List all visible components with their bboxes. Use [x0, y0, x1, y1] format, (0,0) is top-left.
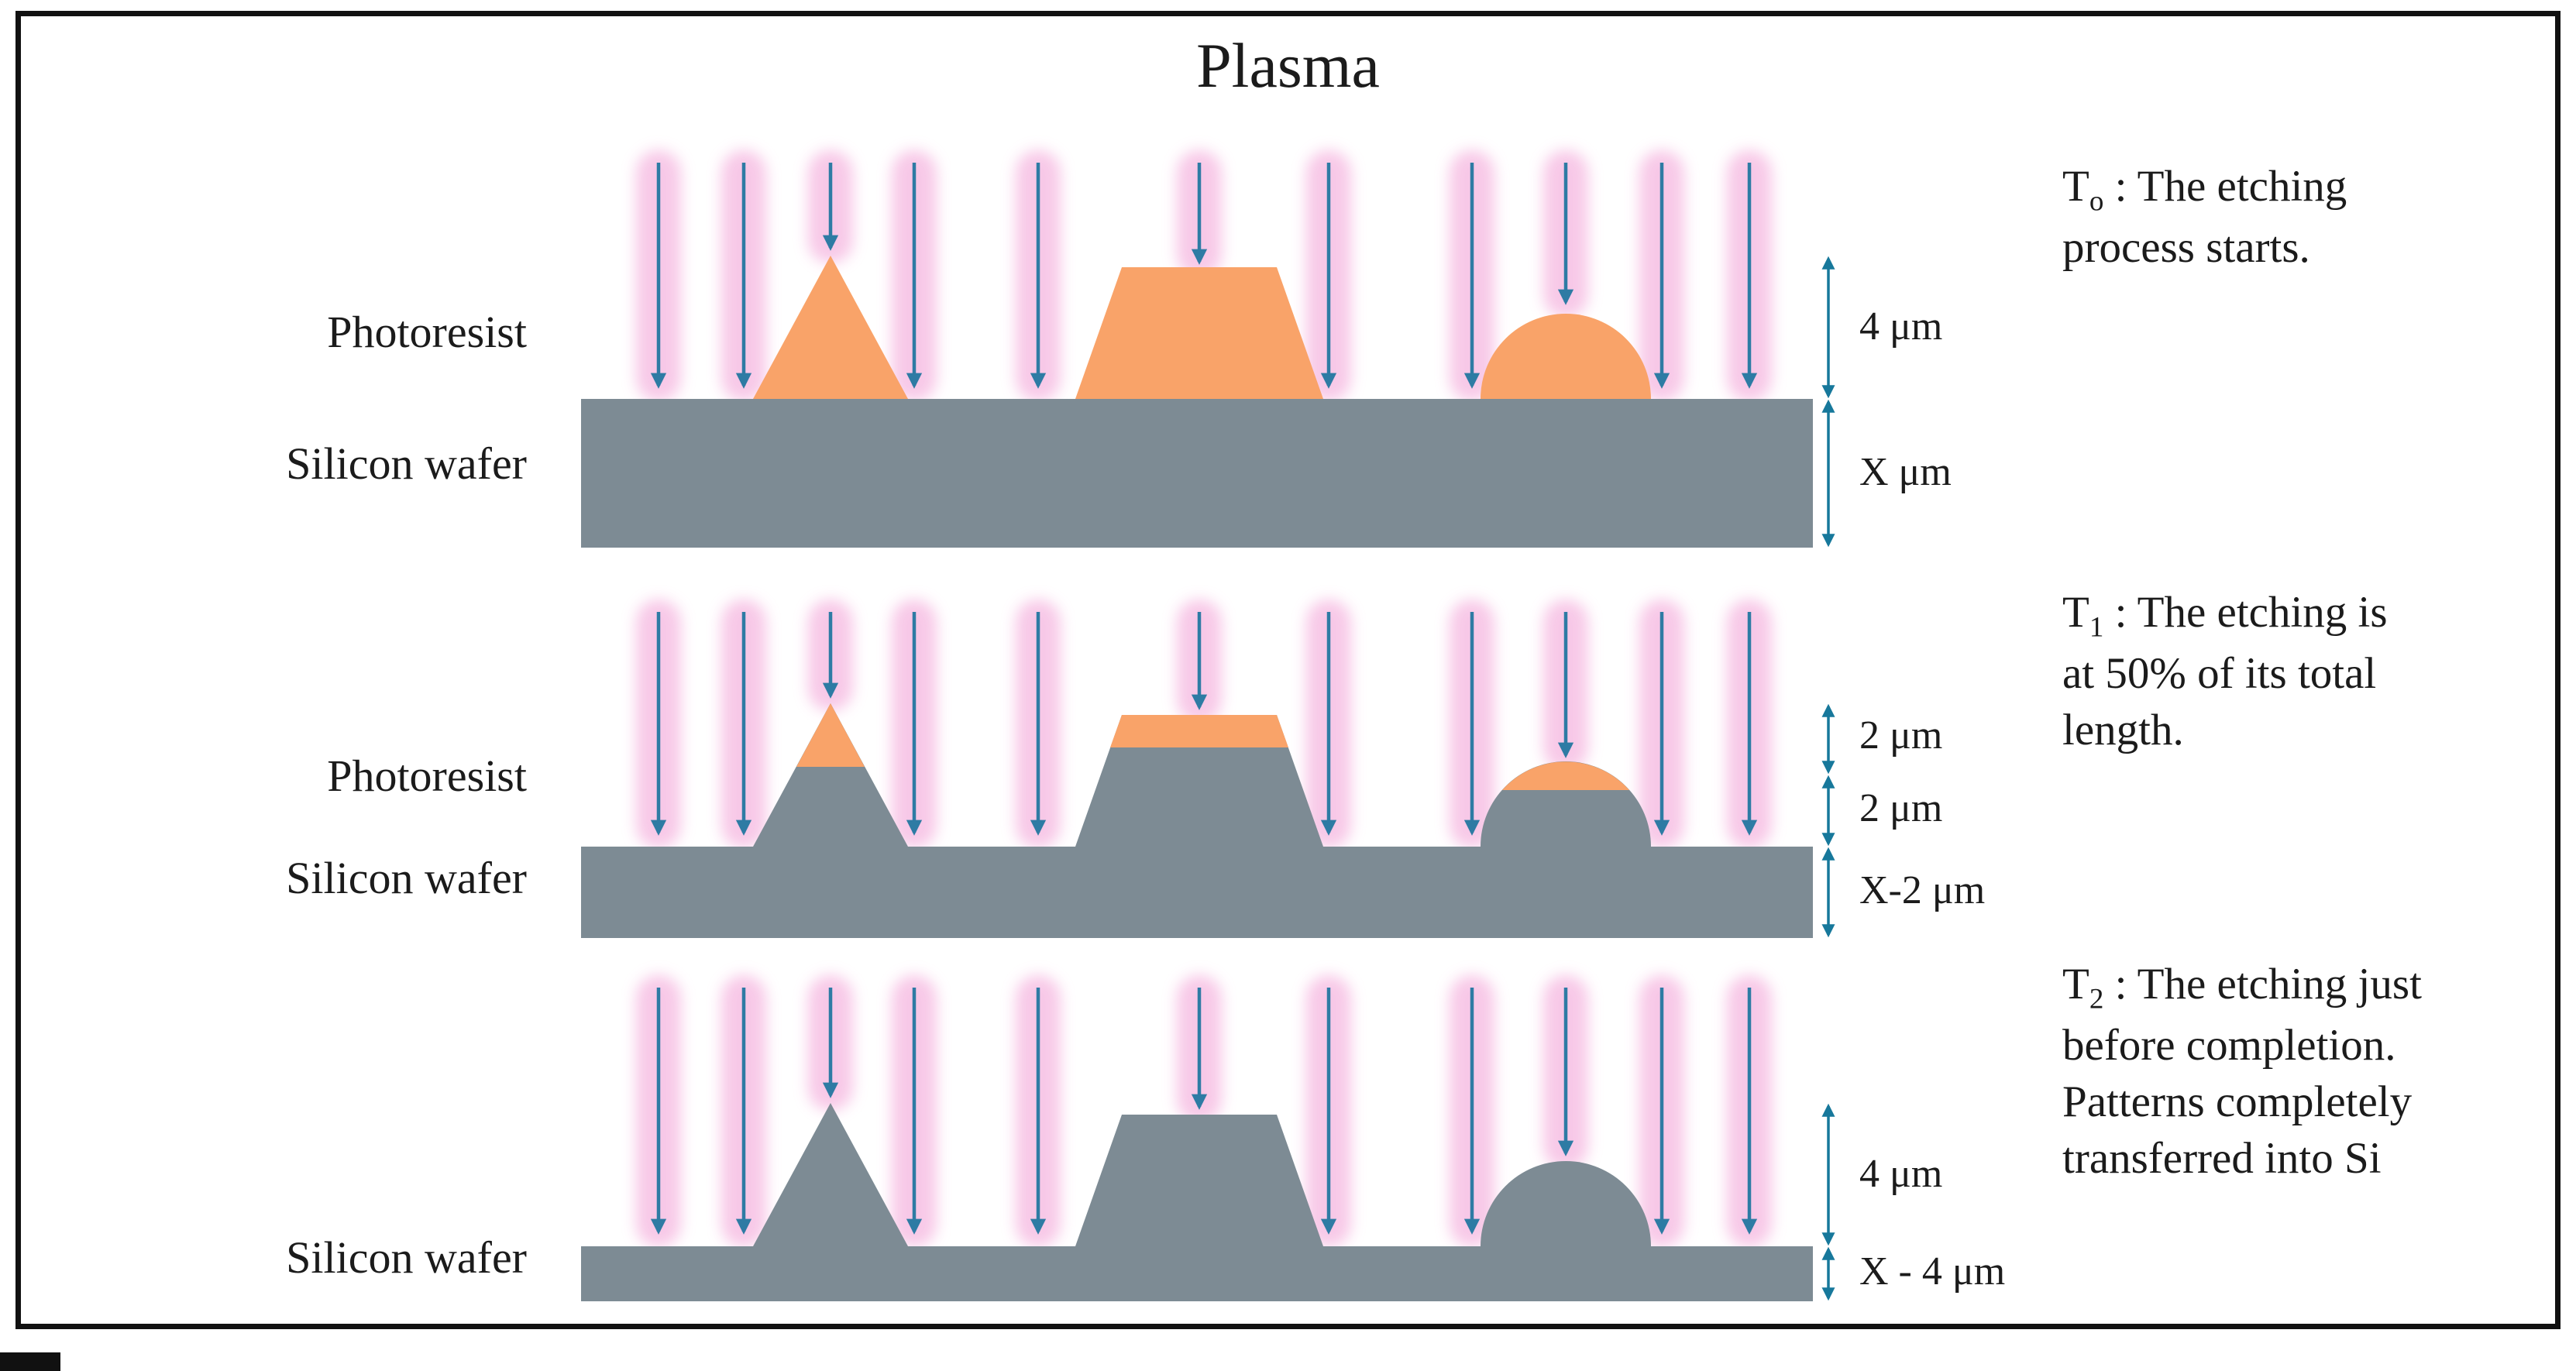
stage1-photoresist-triangle [753, 256, 908, 399]
plasma-glow-group [636, 150, 1772, 1247]
stage1-wafer-and-photoresist [581, 256, 1813, 548]
plasma-arrow-group [650, 163, 1758, 1235]
stage1-note: To : The etching process starts. [2062, 159, 2426, 277]
corner-artifact [0, 1352, 60, 1371]
stage2-wafer-and-features [581, 703, 1813, 938]
stage3-dimension-label-feature: 4 μm [1859, 1152, 1943, 1196]
stage3-silicon-wafer [581, 1246, 1813, 1301]
stage2-silicon-triangle [753, 703, 908, 847]
stage3-wafer-and-features [581, 1103, 1813, 1301]
stage3-note-body: : The etching just before completion. Pa… [2062, 960, 2422, 1183]
stage2-dimension-label-wafer: X-2 μm [1859, 868, 1986, 912]
stage1-photoresist-label: Photoresist [327, 307, 527, 357]
stage1-note-body: : The etching process starts. [2062, 162, 2347, 272]
stage2-note-sub: 1 [2089, 611, 2104, 644]
stage2-note: T1 : The etching is at 50% of its total … [2062, 585, 2426, 759]
stage1-dimension-label-photoresist: 4 μm [1859, 304, 1943, 349]
stage2-dimension-label-photoresist: 2 μm [1859, 713, 1943, 758]
stage3-silicon-triangle [753, 1103, 908, 1246]
stage2-photoresist-dome-cap [1502, 761, 1629, 790]
stage3-note: T2 : The etching just before completion.… [2062, 957, 2426, 1187]
stage3-silicon-wafer-label: Silicon wafer [286, 1232, 527, 1283]
stage2-photoresist-triangle-tip [796, 703, 865, 767]
stage1-photoresist-trapezoid [1075, 267, 1323, 399]
stage2-photoresist-trapezoid-band [1110, 715, 1288, 747]
stage3-silicon-dome [1481, 1161, 1651, 1246]
stage1-note-sub: o [2089, 185, 2104, 218]
stage3-silicon-trapezoid [1075, 1115, 1323, 1246]
stage2-silicon-wafer [581, 847, 1813, 938]
stage2-dimension-label-etched: 2 μm [1859, 786, 1943, 830]
stage1-silicon-wafer [581, 399, 1813, 548]
stage1-note-t: T [2062, 162, 2089, 211]
stage1-silicon-wafer-label: Silicon wafer [286, 438, 527, 489]
stage2-silicon-wafer-label: Silicon wafer [286, 853, 527, 903]
stage2-silicon-trapezoid [1075, 715, 1323, 847]
stage2-note-body: : The etching is at 50% of its total len… [2062, 588, 2388, 754]
figure-title: Plasma [1196, 30, 1380, 101]
stage1-photoresist-dome [1481, 314, 1651, 399]
figure-frame [15, 11, 2561, 1329]
stage1-dimension-label-wafer: X μm [1859, 450, 1952, 494]
stage3-dimension-label-wafer: X - 4 μm [1859, 1249, 2006, 1294]
stage2-photoresist-label: Photoresist [327, 751, 527, 801]
stage3-note-sub: 2 [2089, 983, 2104, 1015]
stage3-note-t: T [2062, 960, 2089, 1008]
stage2-note-t: T [2062, 588, 2089, 637]
